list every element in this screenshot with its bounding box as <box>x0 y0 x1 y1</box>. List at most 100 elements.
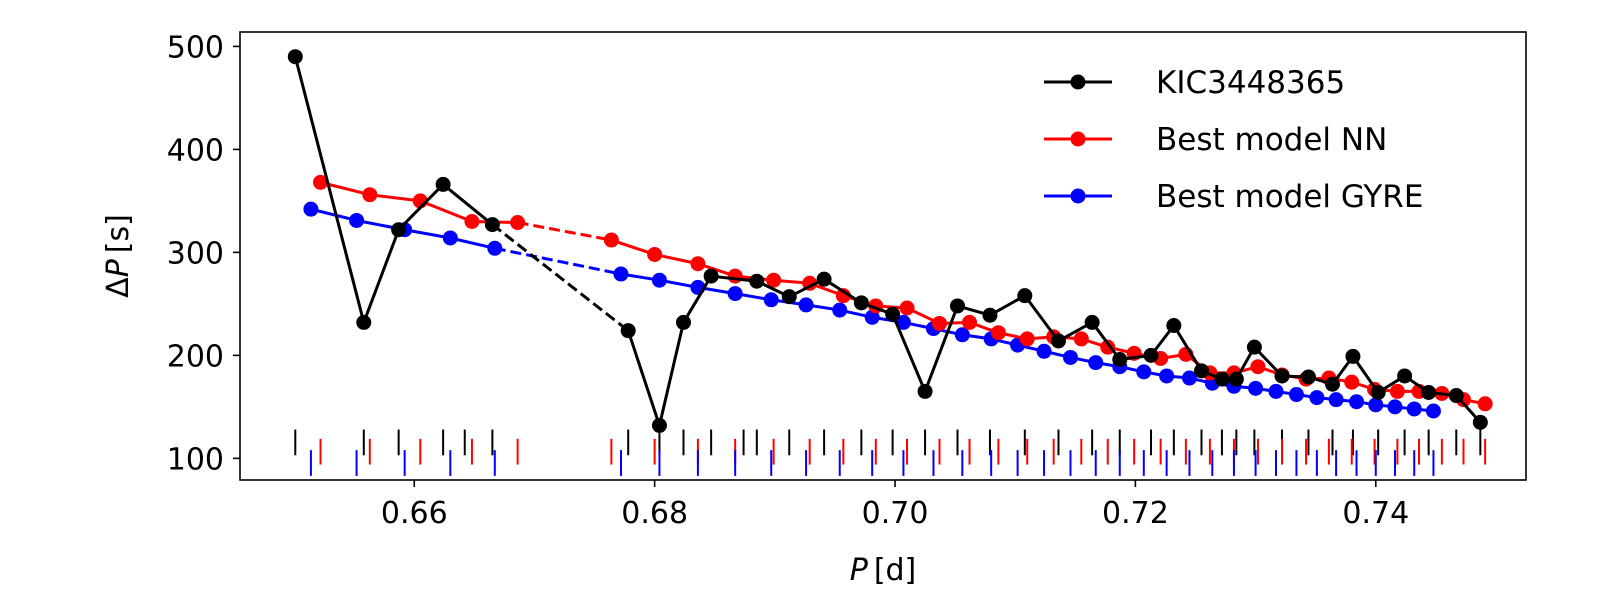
x-tick-label: 0.66 <box>381 496 448 531</box>
legend-entry-gyre: Best model GYRE <box>1044 179 1423 215</box>
data-point-kic3448365 <box>1421 384 1437 400</box>
data-point-kic3448365 <box>1246 339 1262 355</box>
data-point-best-model-nn <box>1477 396 1493 412</box>
y-tick-label: 300 <box>167 236 224 271</box>
data-point-best-model-gyre <box>1136 364 1152 380</box>
data-point-kic3448365 <box>1050 333 1066 349</box>
data-point-kic3448365 <box>1166 318 1182 334</box>
data-point-best-model-gyre <box>1062 349 1078 365</box>
data-point-best-model-nn <box>1250 359 1266 375</box>
data-point-kic3448365 <box>1274 368 1290 384</box>
data-point-kic3448365 <box>982 307 998 323</box>
data-point-kic3448365 <box>1084 314 1100 330</box>
x-axis-label: P [d] <box>850 553 917 588</box>
data-point-best-model-nn <box>1019 331 1035 347</box>
data-point-best-model-gyre <box>763 292 779 308</box>
y-axis-label: ΔP[s] <box>101 214 136 298</box>
legend-label-gyre: Best model GYRE <box>1156 179 1423 215</box>
data-point-best-model-gyre <box>1309 390 1325 406</box>
legend-marker-nn <box>1070 131 1086 147</box>
legend-label-nn: Best model NN <box>1156 122 1387 158</box>
data-point-kic3448365 <box>749 273 765 289</box>
data-point-best-model-nn <box>835 288 851 304</box>
data-point-kic3448365 <box>703 268 719 284</box>
data-point-best-model-gyre <box>1349 394 1365 410</box>
y-tick-label: 500 <box>167 30 224 65</box>
data-point-best-model-gyre <box>1406 401 1422 417</box>
data-point-best-model-nn <box>1344 374 1360 390</box>
data-point-best-model-nn <box>727 268 743 284</box>
legend-entry-kic3448365: KIC3448365 <box>1044 65 1345 101</box>
data-point-best-model-gyre <box>1425 403 1441 419</box>
data-point-kic3448365 <box>1472 414 1488 430</box>
data-point-kic3448365 <box>950 298 966 314</box>
data-point-best-model-nn <box>362 187 378 203</box>
legend-marker-gyre <box>1070 188 1086 204</box>
data-point-best-model-nn <box>464 213 480 229</box>
data-point-best-model-gyre <box>1248 380 1264 396</box>
data-point-best-model-nn <box>766 272 782 288</box>
data-point-kic3448365 <box>1397 368 1413 384</box>
data-point-kic3448365 <box>620 323 636 339</box>
data-point-best-model-gyre <box>442 230 458 246</box>
y-axis: 100 200 300 400 500 <box>167 30 240 477</box>
x-tick-label: 0.74 <box>1342 496 1409 531</box>
data-point-kic3448365 <box>287 49 303 65</box>
data-point-kic3448365 <box>1143 347 1159 363</box>
data-point-best-model-gyre <box>1088 355 1104 371</box>
y-tick-label: 100 <box>167 442 224 477</box>
data-point-best-model-gyre <box>1387 399 1403 415</box>
data-point-best-model-gyre <box>798 297 814 313</box>
x-tick-label: 0.68 <box>621 496 688 531</box>
period-rug-layer <box>294 429 1487 476</box>
data-point-kic3448365 <box>885 306 901 322</box>
data-point-best-model-nn <box>313 174 329 190</box>
data-point-best-model-nn <box>647 246 663 262</box>
data-point-kic3448365 <box>1345 348 1361 364</box>
data-point-kic3448365 <box>484 217 500 233</box>
data-point-best-model-gyre <box>727 286 743 302</box>
data-point-best-model-gyre <box>487 240 503 256</box>
data-point-best-model-gyre <box>832 302 848 318</box>
data-point-kic3448365 <box>816 271 832 287</box>
data-point-kic3448365 <box>675 314 691 330</box>
plot-frame <box>239 31 1527 481</box>
x-tick-label: 0.70 <box>862 496 929 531</box>
data-point-best-model-gyre <box>1288 387 1304 403</box>
plot-area <box>287 49 1493 476</box>
data-point-best-model-gyre <box>1159 368 1175 384</box>
data-point-kic3448365 <box>1017 288 1033 304</box>
data-point-kic3448365 <box>917 383 933 399</box>
data-point-best-model-gyre <box>613 266 629 282</box>
series-layer <box>287 49 1493 433</box>
data-point-kic3448365 <box>781 289 797 305</box>
data-point-best-model-nn <box>510 215 526 231</box>
legend-label-kic3448365: KIC3448365 <box>1156 65 1345 101</box>
x-tick-label: 0.72 <box>1102 496 1169 531</box>
data-point-best-model-gyre <box>651 272 667 288</box>
series-line-kic3448365 <box>293 56 494 324</box>
data-point-best-model-gyre <box>1368 397 1384 413</box>
data-point-kic3448365 <box>1214 371 1230 387</box>
data-point-kic3448365 <box>1448 388 1464 404</box>
data-point-best-model-gyre <box>303 201 319 217</box>
series-gap-link-best-model-gyre <box>494 246 622 276</box>
data-point-best-model-nn <box>1389 383 1405 399</box>
data-point-kic3448365 <box>1370 384 1386 400</box>
data-point-best-model-nn <box>990 325 1006 341</box>
legend: KIC3448365 Best model NN Best model GYRE <box>1044 65 1423 215</box>
data-point-best-model-nn <box>931 315 947 331</box>
data-point-best-model-nn <box>603 232 619 248</box>
data-point-best-model-gyre <box>1268 383 1284 399</box>
data-point-best-model-gyre <box>954 327 970 343</box>
series-kic3448365 <box>287 49 1488 433</box>
data-point-best-model-nn <box>690 256 706 272</box>
data-point-best-model-gyre <box>1328 392 1344 408</box>
data-point-best-model-nn <box>1073 331 1089 347</box>
data-point-kic3448365 <box>1324 376 1340 392</box>
y-tick-label: 200 <box>167 339 224 374</box>
data-point-best-model-nn <box>899 300 915 316</box>
legend-entry-nn: Best model NN <box>1044 122 1387 158</box>
legend-marker-kic3448365 <box>1070 74 1086 90</box>
